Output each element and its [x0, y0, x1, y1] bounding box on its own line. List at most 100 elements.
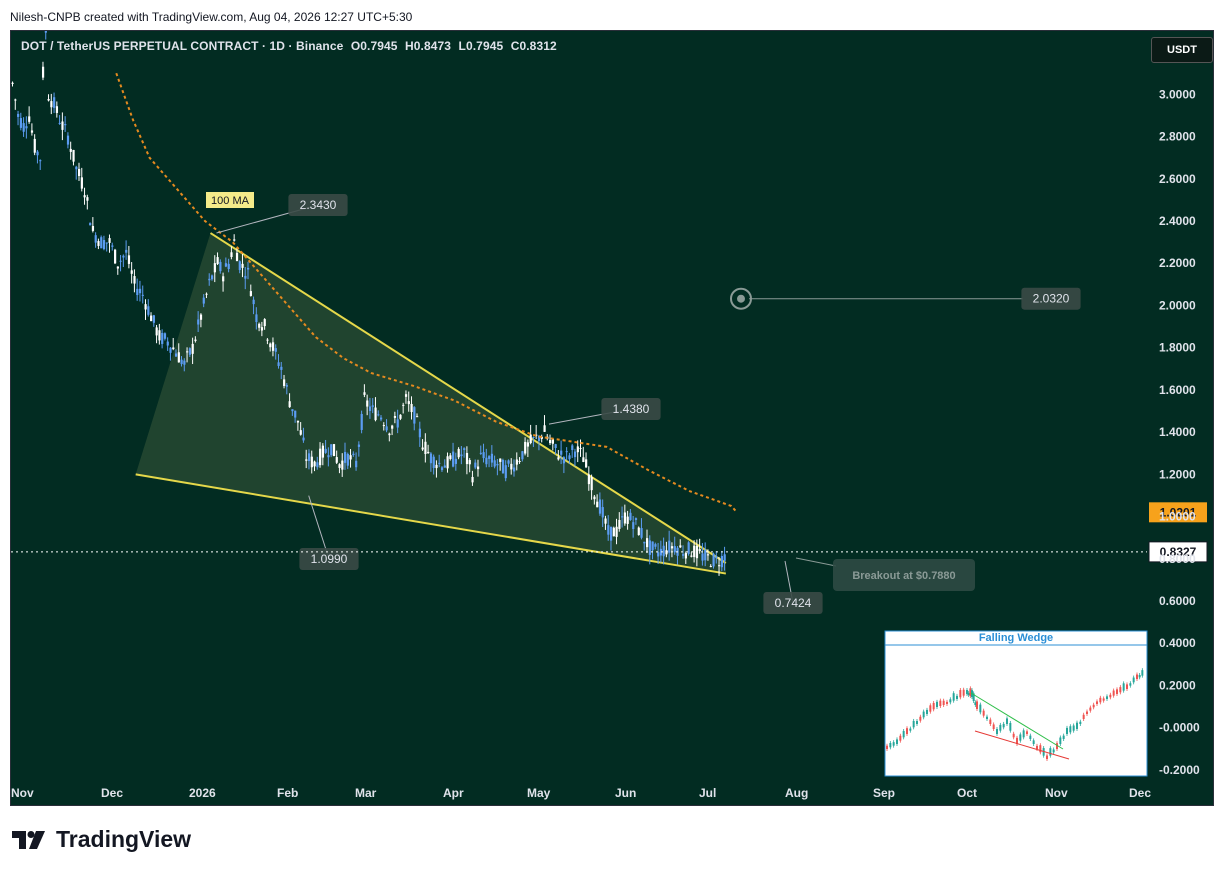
candle-body: [532, 437, 535, 439]
candle-body: [704, 549, 707, 561]
annotation-bottom-box[interactable]: [763, 592, 823, 614]
candle-body: [510, 463, 513, 470]
candle-body: [468, 460, 471, 465]
candle-body: [424, 441, 427, 455]
breakout-box[interactable]: [833, 559, 975, 591]
x-tick-label: Apr: [443, 786, 464, 800]
current-price-box: [1148, 541, 1208, 563]
candle-body: [17, 113, 20, 117]
candle-body: [255, 314, 258, 323]
candle-body: [499, 458, 502, 462]
candle-body: [601, 507, 604, 518]
annotation-swing-box[interactable]: [601, 398, 661, 420]
inset-candle: [916, 721, 918, 724]
inset-candle: [969, 688, 972, 696]
price-chart[interactable]: 2.3430 1.4380 1.0990 0.7424 2.0320 100 MA Brea…: [11, 31, 1213, 805]
candle-body: [701, 553, 704, 561]
inset-candle: [1002, 723, 1005, 728]
inset-candle: [1059, 737, 1062, 744]
candle-body: [116, 266, 119, 269]
candle-body: [535, 434, 538, 436]
annotation-low-box[interactable]: [299, 548, 359, 570]
inset-candle: [1106, 696, 1108, 699]
candle-body: [579, 448, 582, 450]
candle-body: [382, 425, 385, 427]
candle-body: [488, 456, 491, 459]
candle-body: [621, 516, 624, 518]
y-tick-label: 0.2000: [1159, 678, 1196, 692]
candle-body: [161, 332, 164, 344]
inset-candle: [936, 701, 938, 707]
wedge-fill: [135, 233, 726, 574]
y-tick-label: -0.2000: [1159, 763, 1200, 777]
annotation-high: 2.3430: [300, 198, 337, 212]
candle-body: [432, 456, 435, 468]
candle-body: [241, 263, 244, 268]
candle-body: [64, 124, 67, 126]
candle-body: [266, 339, 269, 341]
candle-body: [80, 177, 83, 189]
inset-candle: [972, 693, 975, 701]
candle-body: [330, 444, 333, 456]
inset-candle: [1019, 734, 1022, 741]
candle-body: [305, 459, 308, 461]
candle-body: [288, 401, 291, 408]
candle-body: [357, 444, 361, 447]
y-tick-label: 1.8000: [1159, 341, 1196, 355]
candle-body: [706, 554, 710, 556]
candle-body: [571, 445, 574, 450]
candle-body: [485, 457, 488, 465]
inset-candle: [892, 742, 895, 746]
x-tick-label: Jul: [699, 786, 716, 800]
wedge-lower-line[interactable]: [135, 473, 727, 575]
x-tick-label: Jun: [615, 786, 636, 800]
candle-body: [521, 451, 524, 460]
candle-body: [53, 97, 56, 108]
candle-body: [183, 360, 186, 365]
tradingview-logo[interactable]: TradingView: [12, 826, 191, 853]
candle-body: [39, 160, 42, 162]
target-dot: [737, 294, 745, 303]
candle-body: [133, 276, 136, 284]
candle-body: [626, 516, 629, 524]
candle-body: [83, 195, 86, 198]
currency-button[interactable]: USDT: [1151, 37, 1213, 63]
candle-body: [307, 453, 311, 462]
candle-body: [463, 448, 466, 450]
inset-candle: [1072, 725, 1075, 731]
ma-line[interactable]: [115, 72, 738, 513]
annotation-high-box[interactable]: [288, 194, 348, 216]
inset-candle: [1046, 755, 1048, 759]
candle-body: [454, 458, 458, 464]
inset-candle: [956, 695, 958, 699]
candle-body: [188, 348, 192, 355]
candle-body: [343, 451, 347, 463]
candle-body: [402, 404, 405, 406]
annotation-target-box[interactable]: [1021, 287, 1081, 310]
candle-body: [89, 223, 92, 226]
candle-body: [585, 459, 588, 468]
y-tick-label: 1.0000: [1159, 510, 1196, 524]
candle-body: [208, 278, 211, 281]
y-tick-label: 1.4000: [1159, 425, 1196, 439]
candle-body: [127, 255, 131, 264]
annotation-swing: 1.4380: [613, 402, 650, 416]
chart-area[interactable]: 2.3430 1.4380 1.0990 0.7424 2.0320 100 MA Brea…: [10, 30, 1214, 806]
candle-body: [684, 553, 687, 559]
chart-legend: DOT / TetherUS PERPETUAL CONTRACT · 1D ·…: [21, 39, 561, 53]
candle-body: [662, 545, 665, 557]
candle-body: [316, 462, 319, 468]
x-tick-label: Nov: [11, 786, 34, 800]
inset-panel[interactable]: [884, 630, 1148, 777]
target-icon[interactable]: [730, 287, 752, 310]
x-tick-label: 2026: [189, 786, 216, 800]
wedge-upper-line[interactable]: [209, 232, 727, 564]
candle-body: [47, 98, 50, 101]
candle-body: [291, 409, 294, 412]
candle-body: [213, 263, 216, 273]
candle-body: [429, 453, 433, 464]
candle-body: [715, 556, 718, 559]
candle-body: [537, 435, 541, 442]
candle-body: [465, 452, 469, 465]
inset-candle: [1102, 698, 1105, 701]
